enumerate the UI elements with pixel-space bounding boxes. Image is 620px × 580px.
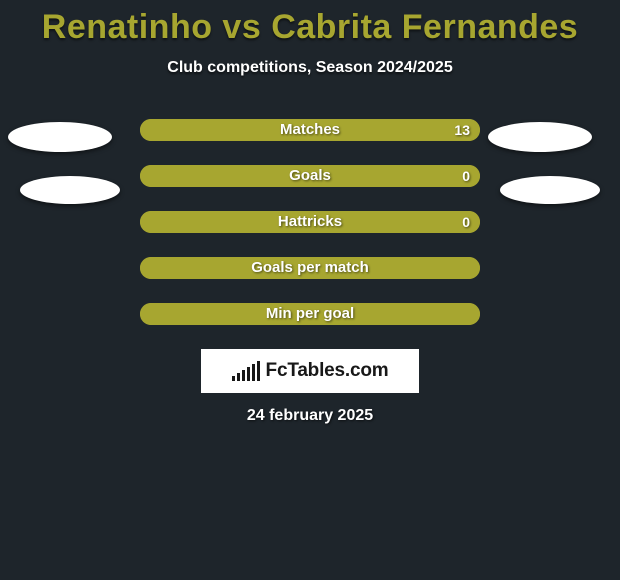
bar-fill bbox=[140, 165, 480, 187]
player-avatar bbox=[8, 122, 112, 152]
player-avatar bbox=[20, 176, 120, 204]
logo-text: FcTables.com bbox=[266, 360, 389, 382]
player-avatar bbox=[488, 122, 592, 152]
stat-row: Goals per match bbox=[140, 257, 480, 279]
stat-row: Goals 0 bbox=[140, 165, 480, 187]
player-avatar bbox=[500, 176, 600, 204]
stat-row: Min per goal bbox=[140, 303, 480, 325]
stat-row: Matches 13 bbox=[140, 119, 480, 141]
bar-fill bbox=[140, 303, 480, 325]
stat-row: Hattricks 0 bbox=[140, 211, 480, 233]
page-title: Renatinho vs Cabrita Fernandes bbox=[0, 0, 620, 47]
bar-fill bbox=[140, 257, 480, 279]
bar-fill bbox=[140, 119, 480, 141]
subtitle: Club competitions, Season 2024/2025 bbox=[0, 59, 620, 77]
date-label: 24 february 2025 bbox=[0, 407, 620, 425]
bar-fill bbox=[140, 211, 480, 233]
logo-badge: FcTables.com bbox=[201, 349, 419, 393]
bars-chart-icon bbox=[232, 361, 260, 381]
